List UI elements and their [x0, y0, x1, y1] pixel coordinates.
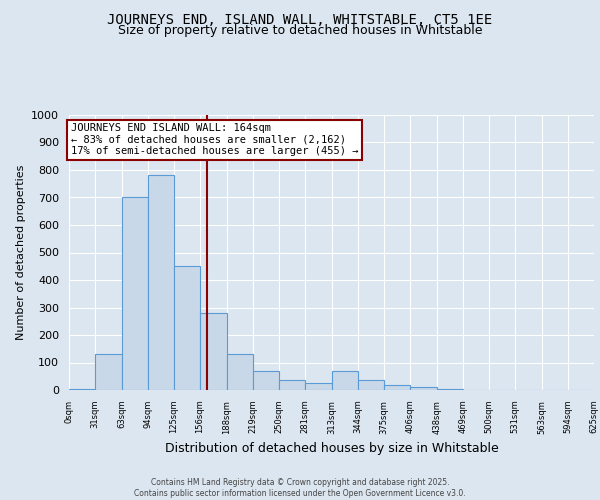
Y-axis label: Number of detached properties: Number of detached properties [16, 165, 26, 340]
Text: Size of property relative to detached houses in Whitstable: Size of property relative to detached ho… [118, 24, 482, 37]
Bar [253, 372, 279, 390]
Bar [332, 371, 358, 390]
Bar [279, 380, 305, 390]
Bar [227, 354, 253, 390]
Bar [305, 383, 332, 390]
Bar [122, 198, 148, 390]
Bar [384, 384, 410, 390]
Bar [95, 354, 122, 390]
X-axis label: Distribution of detached houses by size in Whitstable: Distribution of detached houses by size … [164, 442, 499, 455]
Text: Contains HM Land Registry data © Crown copyright and database right 2025.
Contai: Contains HM Land Registry data © Crown c… [134, 478, 466, 498]
Bar [437, 389, 463, 390]
Bar [410, 387, 437, 390]
Bar [200, 313, 227, 390]
Text: JOURNEYS END ISLAND WALL: 164sqm
← 83% of detached houses are smaller (2,162)
17: JOURNEYS END ISLAND WALL: 164sqm ← 83% o… [71, 123, 358, 156]
Bar [174, 266, 200, 390]
Bar [148, 176, 174, 390]
Text: JOURNEYS END, ISLAND WALL, WHITSTABLE, CT5 1EE: JOURNEYS END, ISLAND WALL, WHITSTABLE, C… [107, 12, 493, 26]
Bar [358, 380, 384, 390]
Bar [69, 389, 95, 390]
